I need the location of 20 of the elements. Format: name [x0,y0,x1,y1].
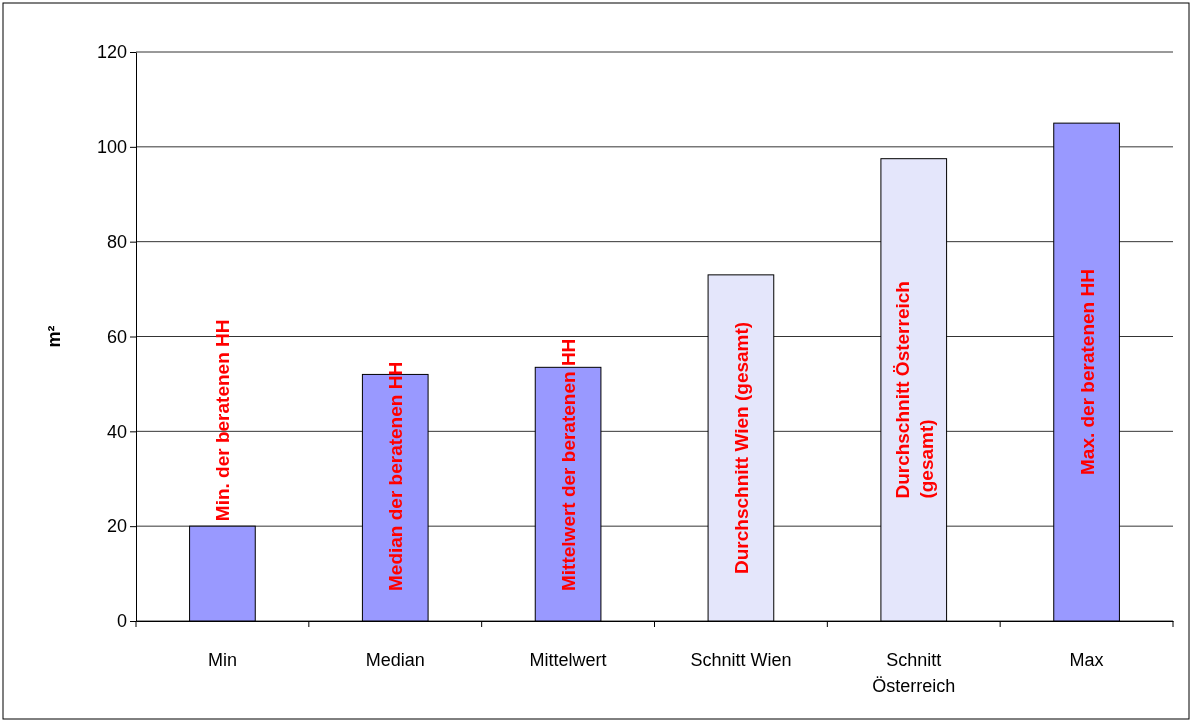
y-tick-label: 120 [96,42,127,63]
y-axis-title: m² [44,325,64,348]
annotation: Max. der beratenen HH [1076,269,1098,476]
y-tick-label: 0 [116,611,127,632]
y-tick-label: 20 [106,516,127,537]
x-tick-label: Min [207,650,237,670]
x-tick-label: Schnitt Österreich [872,650,956,696]
y-tick-label: 40 [106,421,127,442]
annotation: Min. der beratenen HH [212,319,234,522]
annotation: Mittelwert der beratenen HH [558,338,580,591]
x-tick-label: Max [1069,650,1104,670]
annotation: Durchschnitt Wien (gesamt) [730,321,752,574]
x-tick-label: Mittelwert [529,650,607,670]
y-tick-label: 100 [96,137,127,158]
x-tick-label: Schnitt Wien [690,650,792,670]
annotation: Durchschnitt Österreich (gesamt) [891,281,937,499]
y-tick-label: 80 [106,231,127,252]
y-tick-label: 60 [106,326,127,347]
x-tick-label: Median [365,650,425,670]
annotation: Median der beratenen HH [385,361,407,591]
